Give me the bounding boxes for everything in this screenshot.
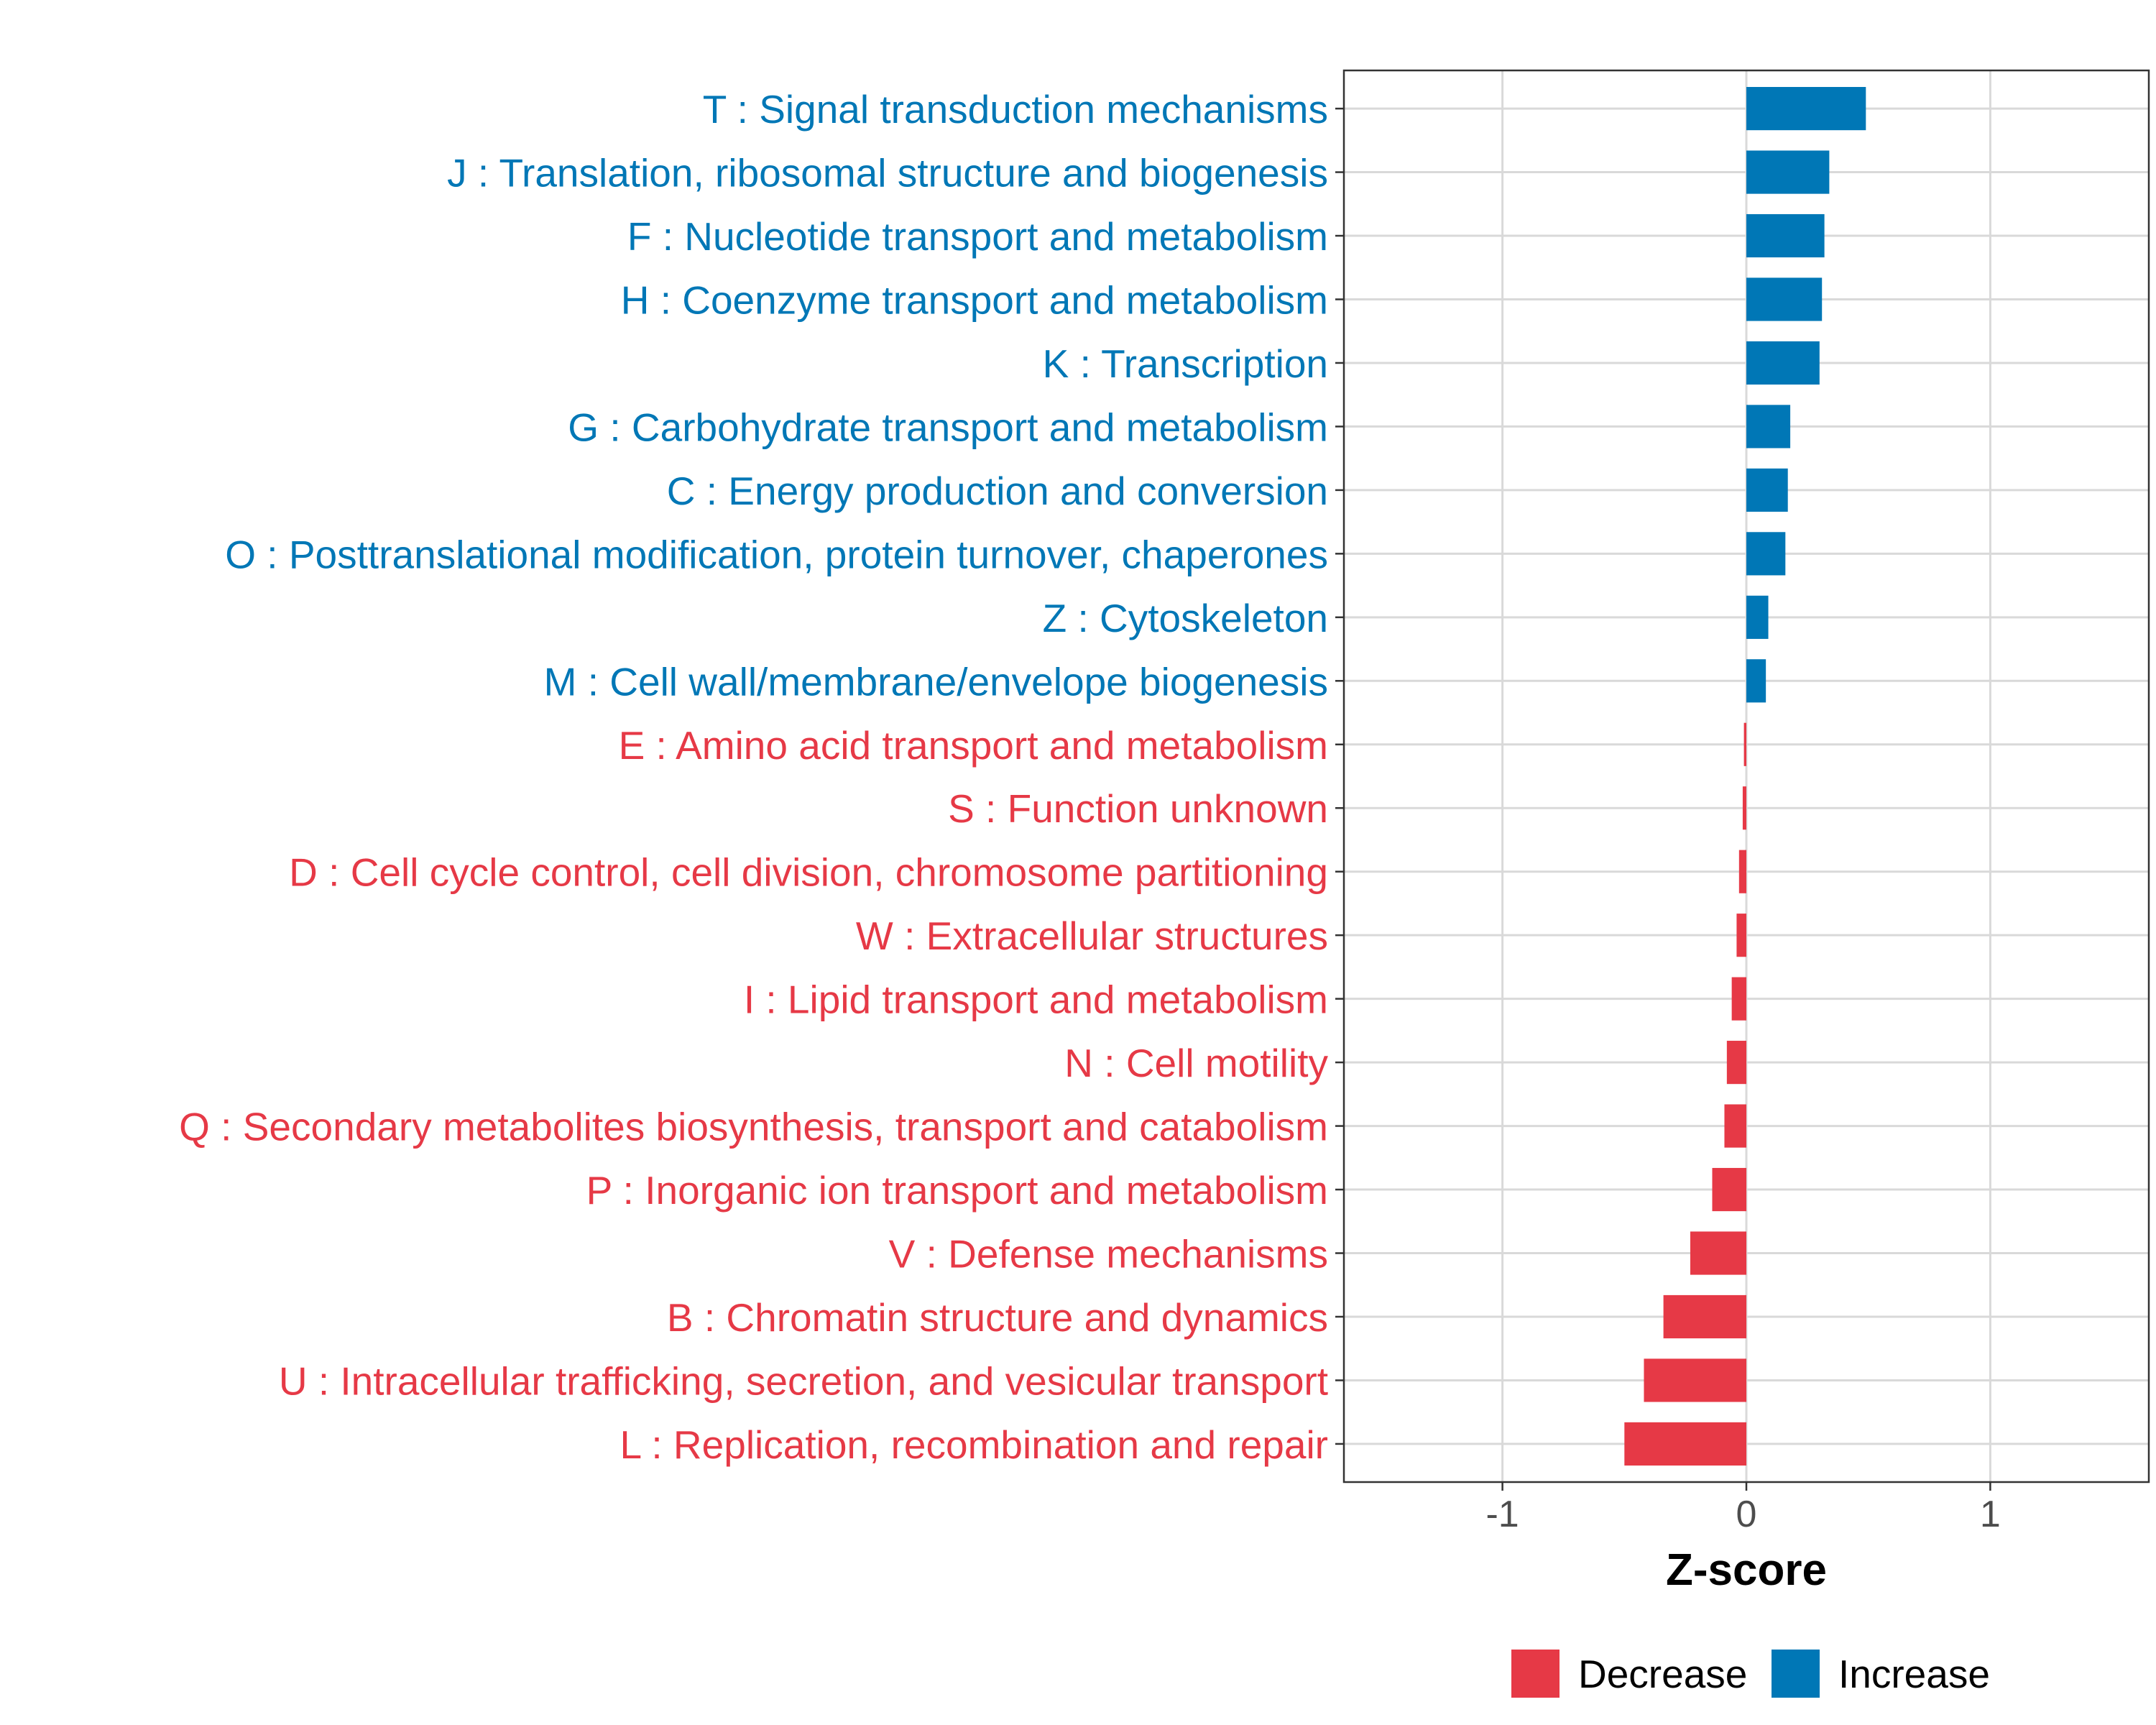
x-tick-label: 0: [1736, 1494, 1757, 1535]
legend-swatch: [1772, 1650, 1820, 1698]
category-label: D : Cell cycle control, cell division, c…: [289, 850, 1328, 895]
bar: [1746, 595, 1769, 639]
category-label: H : Coenzyme transport and metabolism: [621, 277, 1328, 322]
category-label: T : Signal transduction mechanisms: [703, 87, 1328, 132]
bar: [1746, 150, 1830, 194]
category-label: S : Function unknown: [948, 786, 1328, 831]
legend: Decrease Increase: [1511, 1650, 1990, 1698]
bar: [1746, 277, 1823, 321]
bar: [1731, 977, 1746, 1021]
bar: [1742, 786, 1746, 830]
bar: [1746, 659, 1766, 703]
category-label: I : Lipid transport and metabolism: [744, 978, 1328, 1022]
category-label: V : Defense mechanisms: [889, 1232, 1328, 1276]
bar: [1746, 468, 1788, 512]
category-label: Z : Cytoskeleton: [1043, 596, 1328, 640]
category-label: O : Posttranslational modification, prot…: [225, 532, 1328, 576]
bar: [1724, 1104, 1746, 1148]
bar: [1663, 1294, 1746, 1339]
category-label: B : Chromatin structure and dynamics: [667, 1295, 1328, 1340]
category-label: M : Cell wall/membrane/envelope biogenes…: [544, 659, 1328, 704]
bar: [1746, 213, 1825, 258]
bars-group: [1624, 87, 1866, 1466]
bar: [1712, 1167, 1746, 1212]
category-label: Q : Secondary metabolites biosynthesis, …: [179, 1105, 1328, 1149]
bar: [1690, 1231, 1746, 1275]
legend-label: Increase: [1838, 1652, 1990, 1696]
category-label: J : Translation, ribosomal structure and…: [447, 151, 1328, 196]
bar: [1624, 1422, 1746, 1466]
category-label: G : Carbohydrate transport and metabolis…: [568, 405, 1328, 449]
category-label: E : Amino acid transport and metabolism: [619, 723, 1328, 768]
bar: [1746, 405, 1791, 448]
bar: [1738, 850, 1746, 893]
bar: [1726, 1041, 1746, 1085]
legend-label: Decrease: [1578, 1652, 1747, 1696]
category-label: U : Intracellular trafficking, secretion…: [279, 1358, 1328, 1403]
bar: [1746, 532, 1786, 576]
category-labels: T : Signal transduction mechanisms J : Tr…: [179, 87, 1344, 1467]
bar: [1743, 722, 1746, 766]
x-axis-title: Z-score: [1666, 1545, 1827, 1595]
x-tick-label: 1: [1980, 1494, 2001, 1535]
bar: [1746, 87, 1866, 131]
category-label: C : Energy production and conversion: [667, 469, 1328, 513]
category-label: N : Cell motility: [1064, 1041, 1328, 1085]
bar: [1644, 1358, 1746, 1402]
category-label: F : Nucleotide transport and metabolism: [627, 214, 1328, 259]
category-label: K : Transcription: [1043, 341, 1328, 386]
x-tick-label: -1: [1485, 1494, 1519, 1535]
bar: [1736, 914, 1746, 957]
category-label: W : Extracellular structures: [856, 914, 1328, 958]
x-axis-ticks: -1 0 1: [1485, 1482, 2001, 1535]
bar: [1746, 341, 1820, 385]
legend-swatch: [1511, 1650, 1560, 1698]
category-label: L : Replication, recombination and repai…: [620, 1422, 1328, 1467]
category-label: P : Inorganic ion transport and metaboli…: [586, 1168, 1328, 1213]
